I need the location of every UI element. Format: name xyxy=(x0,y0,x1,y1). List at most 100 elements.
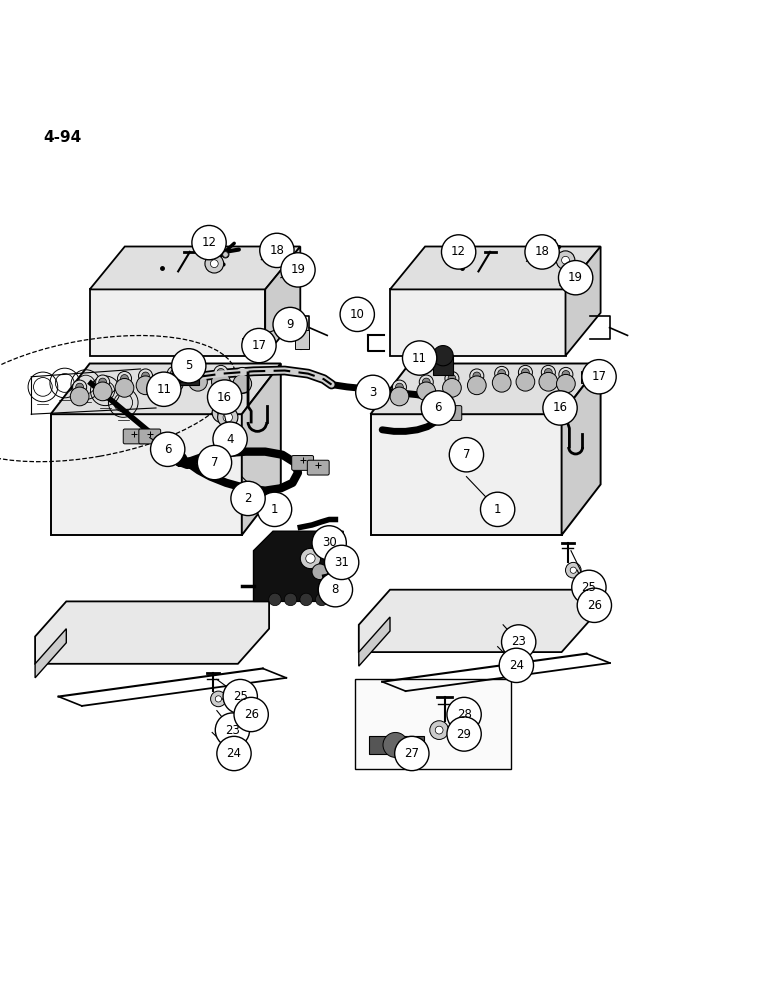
Circle shape xyxy=(519,365,533,379)
Text: 7: 7 xyxy=(463,448,470,461)
Circle shape xyxy=(570,567,576,573)
Circle shape xyxy=(147,372,181,406)
Text: 1: 1 xyxy=(494,503,502,516)
Text: 25: 25 xyxy=(581,581,597,594)
Circle shape xyxy=(448,375,456,382)
Circle shape xyxy=(430,721,448,739)
Circle shape xyxy=(558,367,573,381)
Circle shape xyxy=(516,372,535,391)
FancyBboxPatch shape xyxy=(139,429,161,444)
Circle shape xyxy=(139,369,153,383)
Circle shape xyxy=(395,736,429,771)
Bar xyxy=(355,679,511,769)
Circle shape xyxy=(257,492,292,527)
Circle shape xyxy=(94,382,112,401)
Circle shape xyxy=(470,369,484,383)
Circle shape xyxy=(402,341,437,375)
Polygon shape xyxy=(35,601,269,664)
Circle shape xyxy=(211,260,218,268)
Circle shape xyxy=(268,593,282,606)
Text: 24: 24 xyxy=(509,659,524,672)
Polygon shape xyxy=(90,289,265,356)
Circle shape xyxy=(390,387,409,406)
Text: 6: 6 xyxy=(164,443,172,456)
Polygon shape xyxy=(254,531,343,601)
Circle shape xyxy=(495,366,509,380)
Circle shape xyxy=(312,526,346,560)
Circle shape xyxy=(473,372,480,380)
Circle shape xyxy=(324,545,359,580)
Circle shape xyxy=(582,360,616,394)
Circle shape xyxy=(96,375,110,389)
Circle shape xyxy=(118,371,132,385)
Circle shape xyxy=(242,328,276,363)
Text: 4: 4 xyxy=(226,433,234,446)
Circle shape xyxy=(136,376,155,395)
Circle shape xyxy=(435,726,443,734)
Circle shape xyxy=(315,593,328,606)
Polygon shape xyxy=(370,363,601,414)
Text: 7: 7 xyxy=(211,456,218,469)
Circle shape xyxy=(558,261,593,295)
Circle shape xyxy=(205,254,224,273)
Text: 4-94: 4-94 xyxy=(43,130,81,145)
Circle shape xyxy=(172,349,206,383)
Circle shape xyxy=(556,374,576,393)
Polygon shape xyxy=(51,414,242,535)
Text: 23: 23 xyxy=(511,635,526,648)
Circle shape xyxy=(449,438,484,472)
Circle shape xyxy=(236,367,250,381)
Circle shape xyxy=(167,366,181,380)
Circle shape xyxy=(447,697,481,732)
Circle shape xyxy=(562,371,569,378)
Circle shape xyxy=(170,370,178,377)
Circle shape xyxy=(445,371,459,385)
Circle shape xyxy=(76,383,83,391)
Circle shape xyxy=(217,368,225,376)
Text: 8: 8 xyxy=(332,583,339,596)
Circle shape xyxy=(197,445,232,480)
FancyBboxPatch shape xyxy=(440,406,462,420)
Text: 27: 27 xyxy=(404,747,420,760)
Circle shape xyxy=(480,492,515,527)
Circle shape xyxy=(217,736,251,771)
Circle shape xyxy=(392,380,406,394)
Circle shape xyxy=(492,373,511,392)
Circle shape xyxy=(115,378,134,397)
Text: 18: 18 xyxy=(534,245,550,258)
Circle shape xyxy=(383,732,408,757)
Circle shape xyxy=(211,691,226,707)
Circle shape xyxy=(395,383,403,391)
Circle shape xyxy=(215,713,250,747)
Text: 25: 25 xyxy=(232,690,248,703)
Text: 16: 16 xyxy=(552,401,568,414)
Circle shape xyxy=(194,368,202,376)
Circle shape xyxy=(318,573,353,607)
Text: 28: 28 xyxy=(456,708,472,721)
Circle shape xyxy=(562,256,569,264)
Text: 1: 1 xyxy=(271,503,278,516)
Circle shape xyxy=(223,679,257,714)
Circle shape xyxy=(502,625,536,659)
Circle shape xyxy=(70,387,89,406)
Polygon shape xyxy=(369,736,424,754)
Text: 29: 29 xyxy=(456,727,472,740)
Circle shape xyxy=(231,481,265,516)
Circle shape xyxy=(218,408,227,417)
Circle shape xyxy=(572,570,606,605)
Polygon shape xyxy=(370,414,562,535)
Text: 11: 11 xyxy=(156,383,172,396)
Circle shape xyxy=(556,251,575,270)
Circle shape xyxy=(441,235,476,269)
Circle shape xyxy=(215,696,222,702)
Text: 5: 5 xyxy=(185,359,193,372)
Polygon shape xyxy=(179,366,199,385)
Text: 17: 17 xyxy=(591,370,607,383)
Circle shape xyxy=(192,225,226,260)
Circle shape xyxy=(300,593,313,606)
Text: 23: 23 xyxy=(225,724,240,737)
Circle shape xyxy=(312,564,328,580)
Circle shape xyxy=(420,375,434,389)
Circle shape xyxy=(234,697,268,732)
Circle shape xyxy=(417,382,435,401)
